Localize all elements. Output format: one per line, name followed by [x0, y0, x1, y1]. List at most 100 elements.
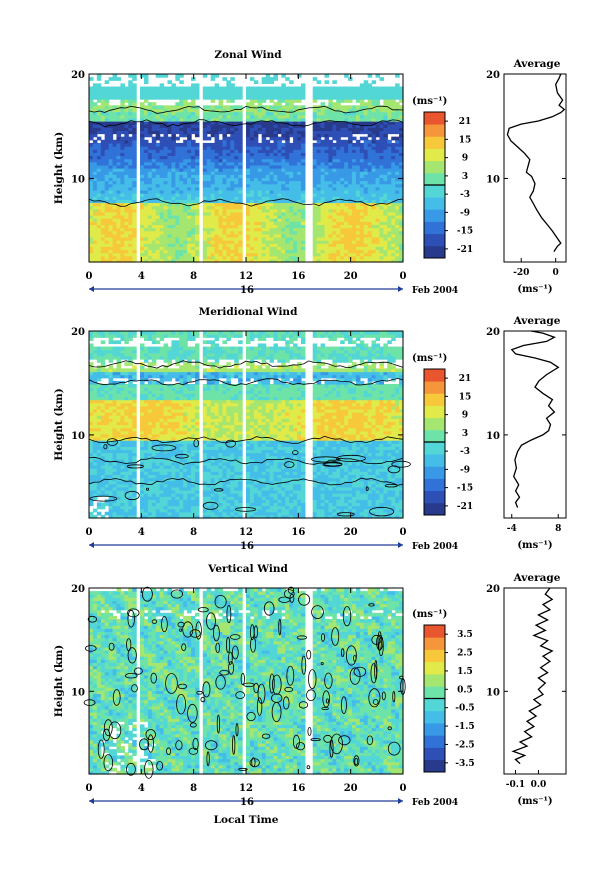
contour-loop — [366, 735, 374, 746]
date-label: Feb 2004 — [412, 798, 458, 808]
contour-loop — [308, 669, 317, 689]
contour-loop — [85, 645, 97, 652]
colorbar-segment — [424, 637, 445, 650]
contour-loop — [87, 615, 98, 623]
colorbar-segment — [424, 221, 445, 235]
contour-lines — [88, 105, 404, 207]
contour-loop — [296, 635, 308, 640]
contour-loop — [278, 618, 282, 636]
panel-meridional: Meridional Wind Height (km) 10 20 0 4 8 12 16 20 0… — [53, 306, 567, 552]
contour-loop — [195, 621, 202, 640]
contour-loop — [189, 722, 197, 728]
date-marker: 16 — [240, 541, 254, 552]
contour-loop — [235, 691, 245, 699]
x-tick-label: 0 — [400, 527, 407, 538]
contour-loop — [249, 758, 260, 768]
contour-loop — [145, 487, 149, 491]
colorbar-segment — [424, 649, 445, 663]
colorbar-label: -21 — [457, 245, 473, 255]
colorbar-segment — [424, 209, 445, 222]
contour-loop — [106, 438, 118, 446]
contour-loop — [189, 629, 201, 638]
contour-loop — [286, 665, 295, 686]
contour-loop — [320, 633, 325, 642]
colorbar-label: 3 — [462, 429, 468, 439]
contour-loop — [384, 484, 398, 488]
contour-loop — [215, 642, 221, 654]
average-y-tick-label: 20 — [486, 70, 500, 81]
contour-loop — [257, 683, 266, 704]
colorbar-unit: (ms⁻¹) — [412, 96, 447, 107]
contour-loop — [271, 674, 282, 695]
average-y-tick-label: 20 — [486, 327, 500, 338]
contour-line — [88, 360, 404, 369]
average-x-label: (ms⁻¹) — [517, 284, 552, 295]
contour-loop — [387, 726, 392, 731]
date-bar-arrow-right — [398, 286, 403, 292]
colorbar-segment — [424, 369, 445, 382]
contour-loop — [206, 751, 210, 767]
colorbar-segment — [424, 393, 445, 406]
contour-loop — [284, 686, 294, 693]
contour-loop — [156, 760, 164, 771]
contour-loop — [331, 627, 340, 646]
contour-loop — [306, 765, 311, 770]
average-frame — [503, 330, 567, 519]
contour-loop — [282, 696, 290, 710]
contour-loop — [243, 682, 255, 687]
x-tick-label: 8 — [190, 271, 197, 282]
contour-loop — [253, 625, 258, 639]
colorbar-label: -3 — [460, 447, 470, 457]
contour-line — [88, 378, 404, 387]
contour-loop — [298, 593, 311, 606]
contour-loop — [301, 655, 307, 675]
contour-loop — [228, 651, 233, 665]
average-panel: Average 10 20 -4 8(ms⁻¹) — [486, 315, 567, 551]
contour-loop — [196, 690, 203, 695]
colorbar-segment — [424, 233, 445, 247]
contour-loop — [182, 621, 194, 638]
contour-loop — [354, 757, 359, 766]
contour-loop — [125, 762, 136, 776]
colorbar-segment — [424, 172, 445, 186]
colorbar-segment — [424, 661, 445, 675]
contour-loop — [250, 636, 257, 653]
colorbar-label: -0.5 — [455, 704, 474, 714]
contour-loop — [204, 740, 218, 751]
x-tick-label: 20 — [344, 783, 358, 794]
contour-loop — [188, 747, 199, 755]
colorbar-segment — [424, 502, 445, 516]
contour-loop — [214, 595, 227, 609]
contour-loop — [325, 698, 329, 704]
heatmap-cells — [89, 74, 404, 263]
average-x-tick-label: -20 — [513, 268, 529, 278]
colorbar-segment — [424, 405, 445, 419]
contour-loop — [306, 649, 312, 660]
contour-loop — [147, 734, 154, 753]
contour-loop — [311, 605, 324, 619]
contour-loop — [295, 742, 305, 751]
colorbar-segment — [424, 759, 445, 773]
contour-loop — [145, 729, 156, 740]
date-bar-arrow-right — [398, 798, 403, 804]
contour-loop — [271, 702, 282, 723]
colorbar-label: 1.5 — [457, 667, 473, 677]
contour-loop — [200, 696, 206, 703]
colorbar-unit: (ms⁻¹) — [412, 609, 447, 620]
average-title: Average — [513, 315, 561, 327]
colorbar: (ms⁻¹) 21 15 9 3 -3 -9 -15 -21 — [412, 353, 473, 516]
x-tick-label: 20 — [344, 527, 358, 538]
contour-loop — [192, 737, 199, 751]
colorbar-label: 3.5 — [457, 630, 473, 640]
y-tick-label: 20 — [71, 584, 85, 595]
contour-loop — [292, 450, 299, 456]
contour-loop — [311, 456, 341, 463]
contour-loop — [342, 606, 352, 627]
x-tick-label: 8 — [190, 527, 197, 538]
x-tick-label: 4 — [138, 271, 145, 282]
panel-vertical: Vertical Wind Height (km) 10 20 0 4 8 12 16 20 0 16… — [53, 563, 567, 826]
contour-loop — [306, 689, 316, 701]
x-tick-label: 0 — [86, 527, 93, 538]
x-tick-label: 12 — [239, 527, 253, 538]
